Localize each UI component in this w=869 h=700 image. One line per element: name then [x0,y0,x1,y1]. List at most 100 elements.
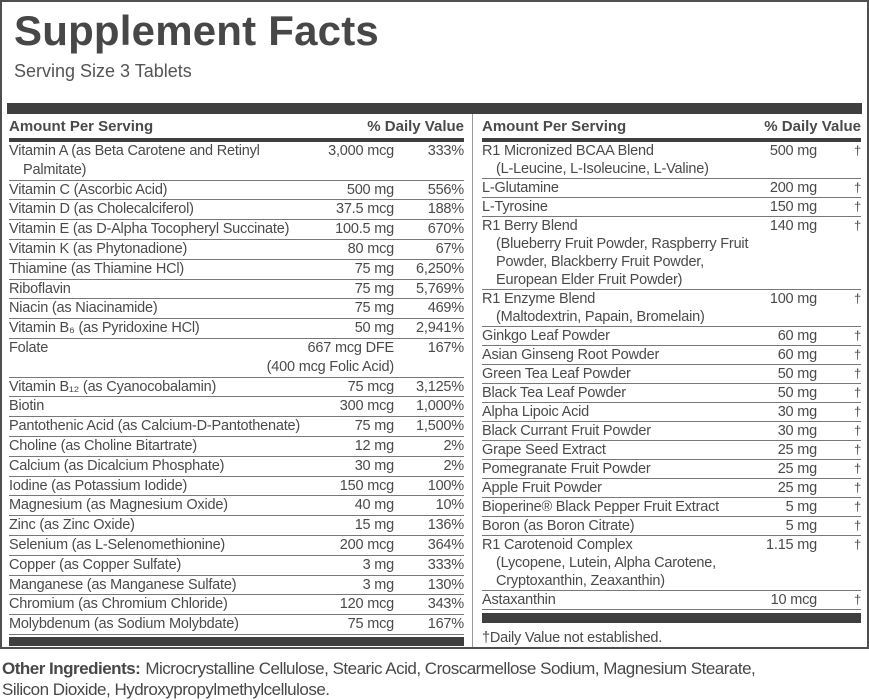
amount-value: 15 mg [354,517,395,534]
ingredient-daily-value: † [853,180,861,195]
ingredient-name-text: Thiamine (as Thiamine HCl) [9,260,185,277]
ingredient-daily-value: 100% [427,477,464,494]
ingredient-amount: 300 mcg [302,397,394,416]
ingredient-name: Biotin [9,397,302,416]
ingredient-name: Niacin (as Niacinamide) [9,299,302,318]
ingredient-daily-value: † [853,442,861,457]
column-header: Amount Per Serving % Daily Value [482,114,861,142]
amount-value: 5 mg [785,499,818,515]
ingredient-amount: 15 mg [302,516,395,535]
ingredient-name: Vitamin K (as Phytonadione) [9,240,302,259]
ingredient-name-text: Pomegranate Fruit Powder [482,461,651,477]
ingredient-name-text: Manganese (as Manganese Sulfate) [9,576,237,593]
ingredient-daily-value: † [853,366,861,381]
table-row: Manganese (as Manganese Sulfate) 3 mg 13… [9,576,464,596]
amount-value: 25 mg [777,442,818,458]
ingredient-daily-value: † [853,423,861,438]
table-row: Biotin 300 mcg 1,000% [9,397,464,418]
ingredient-name: Pomegranate Fruit Powder [482,460,747,478]
ingredient-daily-value: 2% [443,457,464,474]
ingredient-name-text: Black Currant Fruit Powder [482,423,651,439]
ingredient-name-text: Vitamin C (Ascorbic Acid) [9,181,168,198]
ingredient-amount: 12 mg [302,437,395,456]
amount-value: 12 mg [354,437,395,454]
amount-value: 75 mg [354,300,395,317]
ingredient-name: Grape Seed Extract [482,441,747,459]
ingredient-name-text: Vitamin A (as Beta Carotene and Retinyl [9,143,260,159]
ingredient-name: Iodine (as Potassium Iodide) [9,477,302,496]
amount-value: 3 mg [362,556,395,573]
table-row: Choline (as Choline Bitartrate) 12 mg 2% [9,437,464,457]
ingredient-name-text: Apple Fruit Powder [482,480,602,496]
ingredient-name-text: Boron (as Boron Citrate) [482,518,635,534]
ingredient-daily-value: † [853,199,861,214]
table-row: Vitamin E (as D-Alpha Tocopheryl Succina… [9,220,464,240]
table-row: Black Tea Leaf Powder 50 mg † [482,384,861,403]
ingredient-daily-value: 10% [435,497,465,514]
ingredient-name-text: Vitamin D (as Cholecalciferol) [9,201,194,218]
ingredient-amount: 200 mg [747,179,817,197]
amount-value: 37.5 mcg [335,201,394,218]
ingredient-amount: 30 mg [747,403,818,421]
ingredient-name-text: Folate [9,339,49,356]
amount-value: 200 mcg [339,536,394,553]
ingredient-name-text: Vitamin B₆ (as Pyridoxine HCl) [9,320,200,337]
amount-value: 50 mg [777,366,818,382]
ingredient-name: Selenium (as L-Selenomethionine) [9,536,302,555]
ingredient-amount: 25 mg [747,441,818,459]
amount-value: 25 mg [777,461,818,477]
ingredient-amount: 150 mcg [302,477,394,496]
ingredient-name: Vitamin B₁₂ (as Cyanocobalamin) [9,378,302,397]
ingredient-name-text: Vitamin B₁₂ (as Cyanocobalamin) [9,378,217,395]
amount-value: 75 mg [354,418,395,435]
ingredient-daily-value: † [853,328,861,343]
table-row: Vitamin C (Ascorbic Acid) 500 mg 556% [9,181,464,201]
ingredient-daily-value: 167% [427,339,464,356]
ingredient-amount: 75 mg [302,299,395,318]
ingredient-daily-value: † [853,537,861,552]
ingredient-name: Alpha Lipoic Acid [482,403,747,421]
amount-value: 5 mg [785,518,818,534]
page-title: Supplement Facts [14,7,379,54]
ingredient-name-text: R1 Enzyme Blend [482,291,596,307]
ingredient-name-text: R1 Micronized BCAA Blend [482,143,654,159]
ingredient-daily-value: 167% [427,616,464,633]
supplement-facts-panel: Supplement Facts Serving Size 3 Tablets … [0,0,869,649]
daily-value-footnote: †Daily Value not established. [482,630,663,646]
table-row: R1 Berry Blend 140 mg † (Blueberry Fruit… [482,217,861,290]
amount-value: 500 mg [769,143,817,159]
ingredient-name-text: L-Glutamine [482,180,559,196]
ingredient-name: Molybdenum (as Sodium Molybdate) [9,615,302,634]
ingredient-name: Green Tea Leaf Powder [482,365,747,383]
ingredient-name-text: Calcium (as Dicalcium Phosphate) [9,457,225,474]
amount-value: 140 mg [769,218,817,234]
ingredient-name: Boron (as Boron Citrate) [482,517,747,535]
ingredient-daily-value: † [853,480,861,495]
table-row: Vitamin A (as Beta Carotene and Retinyl … [9,142,464,181]
daily-value-header: % Daily Value [367,118,464,135]
amount-value: 150 mcg [339,477,394,494]
ingredient-daily-value: † [853,291,861,306]
table-row: Black Currant Fruit Powder 30 mg † [482,422,861,441]
table-row: Apple Fruit Powder 25 mg † [482,479,861,498]
ingredient-name-text: L-Tyrosine [482,199,548,215]
ingredient-name: Copper (as Copper Sulfate) [9,556,302,575]
ingredient-name: Manganese (as Manganese Sulfate) [9,576,302,595]
ingredient-amount: 40 mg [302,496,395,515]
column-header: Amount Per Serving % Daily Value [9,114,464,142]
ingredient-amount: 3,000 mcg [302,142,394,161]
ingredient-name-text: R1 Carotenoid Complex [482,537,633,553]
amount-value: 120 mcg [339,596,394,613]
ingredient-amount: 75 mg [302,417,395,436]
ingredient-daily-value: † [853,461,861,476]
table-row: Pomegranate Fruit Powder 25 mg † [482,460,861,479]
ingredient-daily-value: 3,125% [416,378,464,395]
ingredient-amount: 75 mg [302,260,395,279]
ingredient-amount: 37.5 mcg [302,200,394,219]
bottom-bar-right [482,613,861,623]
ingredient-name-detail: (L-Leucine, L-Isoleucine, L-Valine) [496,161,709,177]
ingredient-name: Vitamin A (as Beta Carotene and Retinyl [9,142,302,161]
table-row: L-Glutamine 200 mg † [482,179,861,198]
facts-column-left: Amount Per Serving % Daily Value Vitamin… [7,114,473,647]
amount-value: 500 mg [346,181,394,198]
